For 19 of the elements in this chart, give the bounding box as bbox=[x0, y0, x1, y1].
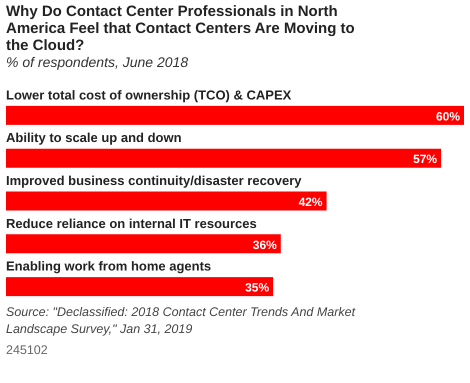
y-tick-label: Enabling work from home agents bbox=[6, 258, 212, 274]
bar bbox=[6, 148, 442, 168]
chart-subtitle: % of respondents, June 2018 bbox=[6, 54, 188, 70]
bar bbox=[6, 234, 281, 254]
text: 245102 bbox=[6, 343, 48, 357]
y-tick-label: Improved business continuity/disaster recovery bbox=[6, 173, 302, 188]
y-tick-label: Ability to scale up and down bbox=[6, 130, 182, 146]
data-label: 42% bbox=[298, 195, 323, 209]
chart-title: Why Do Contact Center Professionals in North America Feel that Contact Centers Are Moving to the Cloud? bbox=[6, 3, 355, 54]
source-note: Source: "Declassified: 2018 Contact Center Trends And Market Landscape Survey," Jan 31, 2019 bbox=[6, 305, 356, 336]
data-label: 35% bbox=[245, 280, 270, 295]
y-tick-label: Lower total cost of ownership (TCO) & CAPEX bbox=[6, 87, 292, 102]
bar bbox=[6, 106, 464, 125]
data-label: 36% bbox=[252, 238, 278, 252]
bar bbox=[6, 277, 274, 296]
y-tick-label: Reduce reliance on internal IT resources bbox=[6, 216, 257, 231]
data-label: 60% bbox=[436, 109, 460, 124]
data-label: 57% bbox=[413, 152, 438, 166]
bar bbox=[6, 192, 327, 210]
